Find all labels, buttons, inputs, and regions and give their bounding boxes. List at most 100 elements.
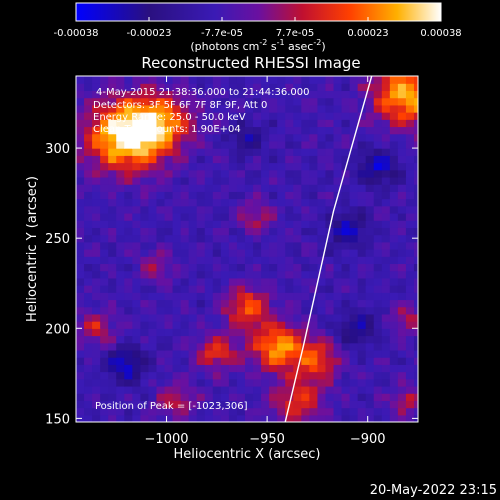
heatmap-cell [269,414,278,422]
heatmap-cell [261,407,270,416]
heatmap-cell [301,313,310,322]
heatmap-cell [228,76,238,84]
heatmap-cell [108,256,117,265]
heatmap-cell [180,285,190,293]
heatmap-cell [293,349,302,358]
heatmap-cell [196,176,206,185]
heatmap-cell [180,169,190,178]
heatmap-cell [92,83,101,92]
heatmap-cell [196,313,206,322]
heatmap-cell [244,313,254,322]
heatmap-cell [397,385,407,394]
heatmap-cell [397,126,407,135]
heatmap-cell [172,393,182,401]
heatmap-cell [228,126,238,135]
heatmap-cell [413,313,418,322]
heatmap-cell [253,263,262,272]
heatmap-cell [196,321,206,329]
heatmap-cell [373,306,383,315]
colorbar-tick-label: -0.00038 [54,28,99,39]
heatmap-cell [84,97,93,106]
heatmap-cell [212,104,222,113]
heatmap-cell [301,212,310,221]
heatmap-cell [285,313,294,322]
heatmap-cell [180,400,190,409]
heatmap-cell [76,112,85,120]
heatmap-cell [236,321,246,329]
heatmap-cell [333,328,343,337]
heatmap-cell [196,112,206,120]
heatmap-cell [373,299,383,308]
heatmap-cell [220,328,230,337]
heatmap-cell [373,328,383,337]
heatmap-cell [140,205,150,214]
heatmap-cell [261,335,270,344]
heatmap-cell [301,112,310,120]
heatmap-cell [140,241,150,250]
heatmap-cell [357,285,367,293]
heatmap-cell [156,342,166,351]
heatmap-cell [389,393,399,401]
heatmap-cell [389,407,399,416]
heatmap-cell [204,414,214,422]
heatmap-cell [108,371,117,380]
heatmap-cell [132,407,141,416]
heatmap-cell [172,256,182,265]
heatmap-cell [341,342,351,351]
heatmap-cell [381,97,391,106]
heatmap-cell [156,357,166,365]
heatmap-cell [253,83,262,92]
heatmap-cell [285,227,294,236]
heatmap-cell [92,335,101,344]
heatmap-cell [116,342,125,351]
heatmap-cell [261,357,270,365]
heatmap-cell [389,292,399,301]
heatmap-cell [381,270,391,279]
heatmap-cell [277,292,286,301]
heatmap-cell [76,184,85,192]
heatmap-cell [116,335,125,344]
heatmap-cell [228,277,238,286]
heatmap-cell [325,414,335,422]
heatmap-cell [76,306,85,315]
heatmap-cell [349,270,359,279]
heatmap-cell [92,249,101,257]
heatmap-cell [317,378,327,387]
heatmap-cell [220,263,230,272]
heatmap-cell [172,414,182,422]
heatmap-cell [357,321,367,329]
heatmap-cell [341,400,351,409]
heatmap-cell [196,349,206,358]
heatmap-cell [349,191,359,200]
heatmap-cell [413,97,418,106]
heatmap-cell [76,285,85,293]
heatmap-cell [349,321,359,329]
heatmap-cell [108,342,117,351]
heatmap-cell [188,277,198,286]
heatmap-cell [277,299,286,308]
heatmap-cell [277,198,286,207]
heatmap-cell [164,378,174,387]
heatmap-cell [204,212,214,221]
heatmap-cell [204,335,214,344]
heatmap-cell [373,256,383,265]
heatmap-cell [333,342,343,351]
heatmap-cell [365,249,375,257]
heatmap-cell [220,90,230,99]
heatmap-cell [108,126,117,135]
heatmap-cell [285,133,294,142]
heatmap-cell [84,256,93,265]
heatmap-cell [100,97,109,106]
heatmap-cell [373,335,383,344]
heatmap-cell [228,349,238,358]
heatmap-cell [413,378,418,387]
heatmap-cell [333,148,343,156]
heatmap-cell [188,212,198,221]
heatmap-cell [397,148,407,156]
heatmap-cell [172,126,182,135]
heatmap-cell [333,184,343,192]
heatmap-cell [309,378,319,387]
heatmap-cell [188,155,198,164]
heatmap-cell [325,277,335,286]
heatmap-cell [389,155,399,164]
